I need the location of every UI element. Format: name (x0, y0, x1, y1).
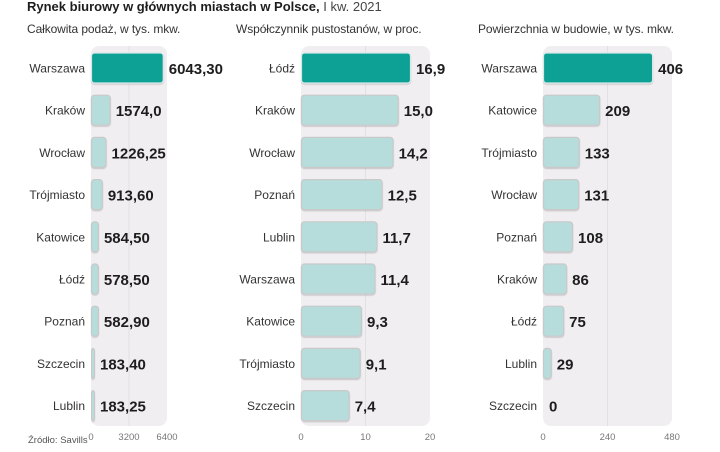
x-tick-label: 6400 (156, 432, 177, 443)
bar[interactable] (300, 347, 361, 379)
x-tick-label: 480 (664, 432, 680, 443)
category-label: Warszawa (481, 62, 537, 76)
value-label: 7,4 (355, 399, 377, 416)
value-label: 131 (584, 188, 609, 205)
bar[interactable] (300, 263, 376, 295)
value-label: 75 (569, 314, 586, 331)
source-note: Źródło: Savills (28, 435, 88, 446)
category-label: Szczecin (489, 399, 537, 413)
category-label: Katowice (488, 104, 537, 118)
bar[interactable] (90, 221, 100, 253)
category-label: Poznań (44, 315, 85, 329)
value-label: 406 (658, 61, 683, 78)
value-label: 9,1 (366, 356, 387, 373)
chart-title-period: I kw. 2021 (323, 0, 382, 14)
bar[interactable] (90, 94, 111, 126)
value-label: 11,7 (382, 230, 410, 247)
bar[interactable] (300, 221, 378, 253)
category-label: Lublin (53, 399, 85, 413)
bar[interactable] (300, 94, 399, 126)
bar[interactable] (90, 347, 96, 379)
category-label: Trójmiasto (481, 146, 537, 160)
value-label: 108 (578, 230, 603, 247)
value-label: 1226,25 (112, 145, 166, 162)
bar[interactable] (542, 221, 574, 253)
bar-highlight[interactable] (300, 52, 412, 84)
subtitle-total-supply: Całkowita podaż, w tys. mkw. (27, 22, 181, 36)
bar-highlight[interactable] (90, 52, 164, 84)
bar[interactable] (542, 179, 580, 211)
x-tick-label: 0 (88, 432, 93, 443)
category-label: Poznań (496, 230, 537, 244)
bar[interactable] (300, 179, 383, 211)
bar[interactable] (90, 390, 96, 422)
category-label: Katowice (246, 315, 295, 329)
bar[interactable] (542, 305, 565, 337)
bar[interactable] (90, 263, 99, 295)
subtitle-vacancy-rate: Współczynnik pustostanów, w proc. (236, 22, 422, 36)
value-label: 209 (605, 103, 630, 120)
bar[interactable] (542, 347, 552, 379)
value-label: 582,90 (104, 314, 150, 331)
bar[interactable] (300, 305, 363, 337)
category-label: Szczecin (37, 357, 85, 371)
value-label: 0 (549, 399, 557, 416)
x-tick-label: 0 (540, 432, 545, 443)
x-tick-label: 240 (600, 432, 616, 443)
bar[interactable] (90, 305, 100, 337)
x-tick-label: 20 (425, 432, 436, 443)
value-label: 9,3 (367, 314, 388, 331)
category-label: Kraków (45, 104, 85, 118)
value-label: 29 (557, 356, 574, 373)
value-label: 183,40 (100, 356, 146, 373)
category-label: Lublin (263, 230, 295, 244)
bar[interactable] (300, 136, 394, 168)
value-label: 183,25 (100, 399, 146, 416)
bar[interactable] (542, 263, 568, 295)
bar-highlight[interactable] (542, 52, 654, 84)
x-tick-label: 10 (360, 432, 371, 443)
value-label: 86 (572, 272, 589, 289)
category-label: Wrocław (249, 146, 295, 160)
category-label: Lublin (505, 357, 537, 371)
bar[interactable] (90, 136, 107, 168)
category-label: Kraków (497, 273, 537, 287)
category-label: Szczecin (247, 399, 295, 413)
bar[interactable] (90, 179, 103, 211)
value-label: 1574,0 (116, 103, 162, 120)
value-label: 12,5 (388, 188, 417, 205)
category-label: Warszawa (29, 62, 85, 76)
value-label: 11,4 (381, 272, 410, 289)
value-label: 578,50 (104, 272, 150, 289)
value-label: 584,50 (104, 230, 150, 247)
category-label: Łódź (269, 62, 295, 76)
x-tick-label: 3200 (118, 432, 139, 443)
category-label: Poznań (254, 188, 295, 202)
category-label: Katowice (36, 230, 85, 244)
category-label: Wrocław (491, 188, 537, 202)
value-label: 16,9 (416, 61, 445, 78)
value-label: 133 (585, 145, 610, 162)
category-label: Trójmiasto (29, 188, 85, 202)
category-label: Łódź (511, 315, 537, 329)
category-label: Trójmiasto (239, 357, 295, 371)
bar[interactable] (300, 390, 350, 422)
bar[interactable] (542, 94, 601, 126)
category-label: Kraków (255, 104, 295, 118)
value-label: 14,2 (399, 145, 428, 162)
value-label: 913,60 (108, 188, 154, 205)
subtitle-under-construction: Powierzchnia w budowie, w tys. mkw. (478, 22, 674, 36)
chart-title: Rynek biurowy w głównych miastach w Pols… (27, 0, 382, 14)
bar[interactable] (542, 136, 580, 168)
x-tick-label: 0 (298, 432, 303, 443)
category-label: Wrocław (39, 146, 85, 160)
category-label: Warszawa (239, 273, 295, 287)
category-label: Łódź (59, 273, 85, 287)
value-label: 15,0 (404, 103, 433, 120)
chart-title-main: Rynek biurowy w głównych miastach w Pols… (27, 0, 320, 14)
value-label: 6043,30 (169, 61, 223, 78)
